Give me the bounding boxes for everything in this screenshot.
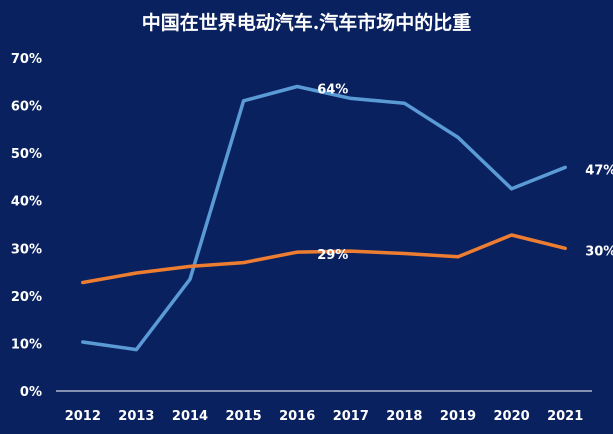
x-tick-label: 2013 xyxy=(118,409,154,424)
series-lines xyxy=(81,84,567,352)
data-label: 47% xyxy=(585,163,613,178)
series-1-point xyxy=(81,340,85,344)
series-1-point xyxy=(134,348,138,352)
series-2-point xyxy=(563,246,567,250)
x-tick-label: 2020 xyxy=(494,409,530,424)
series-1-point xyxy=(510,187,514,191)
series-2-point xyxy=(402,252,406,256)
series-1-point xyxy=(456,135,460,139)
series-1-point xyxy=(188,277,192,281)
data-labels: 64% 47% 29% 30% xyxy=(317,83,613,264)
series-2-point xyxy=(81,281,85,285)
x-tick-label: 2017 xyxy=(333,409,369,424)
series-2-point xyxy=(349,249,353,253)
series-1-point xyxy=(563,165,567,169)
series-2-point xyxy=(242,261,246,265)
y-tick-label: 0% xyxy=(20,385,42,400)
series-2-point xyxy=(295,250,299,254)
series-2-point xyxy=(188,264,192,268)
series-2-point xyxy=(510,233,514,237)
series-1-point xyxy=(349,96,353,100)
x-axis-ticks: 2012 2013 2014 2015 2016 2017 2018 2019 2020 2021 xyxy=(65,409,584,424)
y-tick-label: 10% xyxy=(11,337,42,352)
y-tick-label: 30% xyxy=(11,242,42,257)
x-tick-label: 2016 xyxy=(279,409,315,424)
x-tick-label: 2021 xyxy=(547,409,583,424)
y-tick-label: 20% xyxy=(11,290,42,305)
y-tick-label: 70% xyxy=(11,52,42,67)
x-tick-label: 2015 xyxy=(226,409,262,424)
series-line-2 xyxy=(81,233,567,285)
y-tick-label: 50% xyxy=(11,147,42,162)
data-label: 30% xyxy=(585,244,613,259)
x-tick-label: 2012 xyxy=(65,409,101,424)
series-line-1 xyxy=(81,84,567,352)
series-2-point xyxy=(456,255,460,259)
series-2-point xyxy=(134,271,138,275)
x-tick-label: 2014 xyxy=(172,409,208,424)
y-axis-ticks: 0% 10% 20% 30% 40% 50% 60% 70% xyxy=(11,52,42,400)
data-label: 29% xyxy=(317,248,348,263)
y-tick-label: 40% xyxy=(11,195,42,210)
series-1-point xyxy=(295,85,299,89)
y-tick-label: 60% xyxy=(11,100,42,115)
data-label: 64% xyxy=(317,83,348,98)
x-tick-label: 2019 xyxy=(440,409,476,424)
chart-title: 中国在世界电动汽车.汽车市场中的比重 xyxy=(141,12,472,34)
series-1-point xyxy=(242,99,246,103)
x-tick-label: 2018 xyxy=(386,409,422,424)
series-1-point xyxy=(402,101,406,105)
